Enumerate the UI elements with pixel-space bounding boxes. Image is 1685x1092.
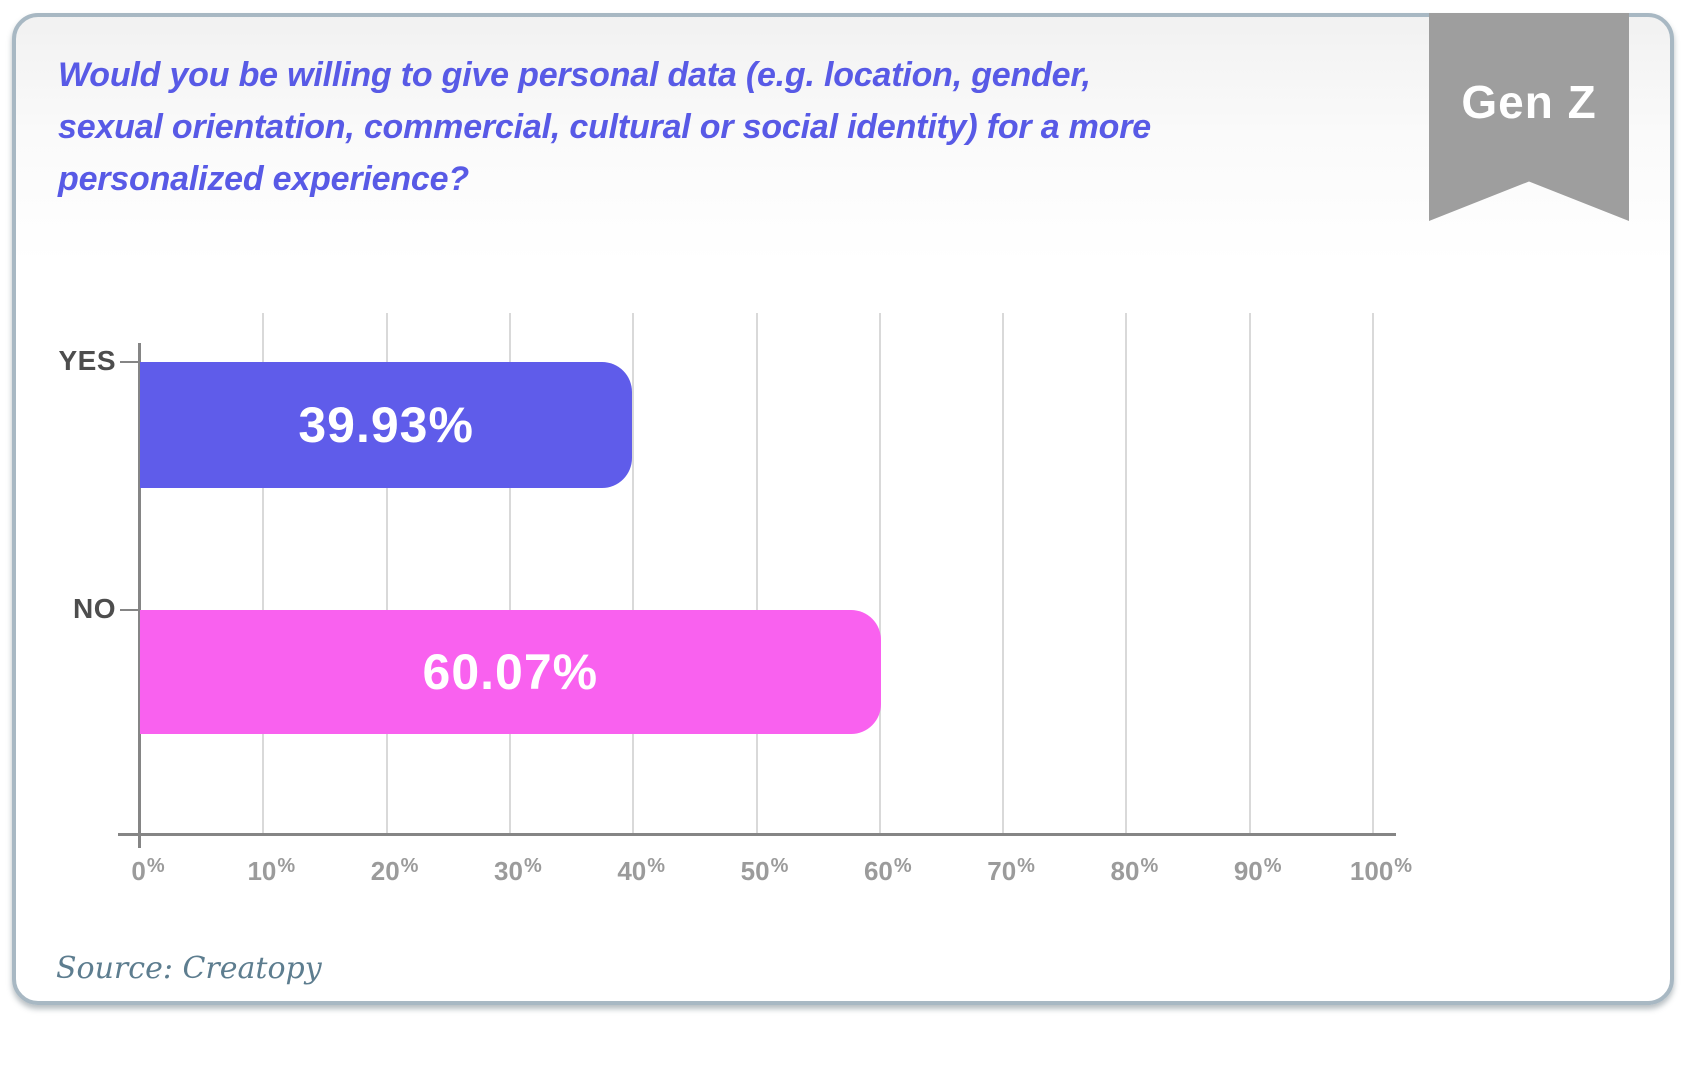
gridline <box>1002 313 1005 835</box>
x-tick-label: 50% <box>740 855 789 886</box>
gridline <box>755 313 758 835</box>
no-axis-tick <box>120 609 140 611</box>
category-label-yes: YES <box>58 345 116 376</box>
title-line-1: Would you be willing to give personal da… <box>58 56 1091 94</box>
x-tick-label: 90% <box>1233 855 1282 886</box>
x-tick-label: 80% <box>1110 855 1159 886</box>
bar-no: 60.07% <box>140 610 881 734</box>
bar-yes-value-label: 39.93% <box>298 397 474 453</box>
gridline <box>1372 313 1374 835</box>
gridline <box>1248 313 1251 835</box>
chart-card: Would you be willing to give personal da… <box>12 13 1674 1005</box>
gridline <box>632 313 635 835</box>
y-axis-line <box>138 343 141 848</box>
survey-question-title: Would you be willing to give personal da… <box>58 49 1358 205</box>
title-line-3: personalized experience? <box>58 160 469 198</box>
x-axis-line <box>118 833 1396 836</box>
bar-no-value-label: 60.07% <box>422 644 599 700</box>
x-tick-label: 60% <box>863 855 912 886</box>
x-tick-label: 20% <box>370 855 419 886</box>
yes-axis-tick <box>120 361 140 363</box>
x-tick-label: 70% <box>987 855 1035 886</box>
x-tick-label: 10% <box>247 855 296 886</box>
x-tick-label: 100% <box>1349 855 1413 886</box>
bar-chart-plot-area: YES NO 39.93% 60.07% 0% 10% 20% 30% 40% 50% 60… <box>12 13 1674 1005</box>
gridline <box>385 313 388 835</box>
x-tick-label: 30% <box>494 855 542 886</box>
gridline <box>262 313 265 835</box>
x-tick-label: 40% <box>617 855 666 886</box>
x-tick-label: 0% <box>131 855 165 886</box>
title-line-2: sexual orientation, commercial, cultural… <box>58 108 1151 146</box>
gridline <box>1125 313 1128 835</box>
gridline <box>508 313 511 835</box>
genz-badge-label: Gen Z <box>1461 76 1597 128</box>
gridline <box>878 313 881 835</box>
bar-yes: 39.93% <box>140 362 633 488</box>
category-label-no: NO <box>73 593 116 624</box>
source-attribution: Source: Creatopy <box>56 951 322 986</box>
